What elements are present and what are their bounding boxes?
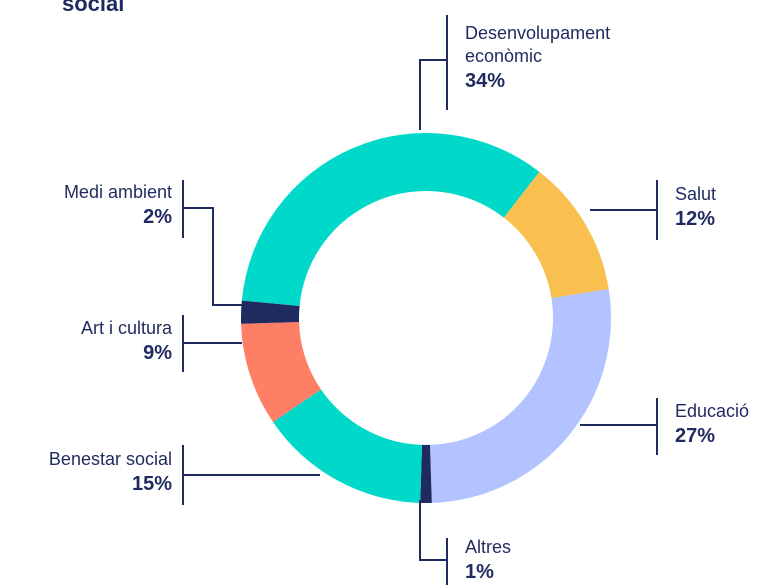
category-label: Altres: [465, 537, 512, 557]
donut-segment: [503, 171, 609, 299]
donut-segment: [241, 300, 300, 324]
slice-label: Benestar social 15%: [2, 448, 172, 497]
value-label: 15%: [131, 473, 172, 495]
leader-line: [183, 207, 245, 306]
slice-label: Altres 1%: [465, 536, 565, 585]
slice-label: Medi ambient 2%: [2, 181, 172, 230]
value-label: 9%: [143, 342, 172, 364]
slice-label: Educació 27%: [675, 400, 774, 449]
category-label: Educació: [675, 401, 750, 421]
leader-line: [419, 500, 447, 561]
category-label: Salut: [675, 184, 717, 204]
donut-segment: [420, 444, 432, 504]
value-label: 1%: [465, 561, 494, 583]
value-label: 27%: [675, 425, 716, 447]
category-label: Benestar social: [48, 449, 172, 469]
donut-segment: [241, 321, 321, 422]
category-label: Art i cultura: [80, 318, 172, 338]
value-label: 2%: [143, 206, 172, 228]
slice-label: Salut 12%: [675, 183, 774, 232]
slice-label: Desenvolupament econòmic 34%: [465, 22, 665, 94]
category-label: Medi ambient: [63, 182, 172, 202]
donut-segment: [429, 289, 611, 503]
value-label: 34%: [465, 70, 506, 92]
slice-label: Art i cultura 9%: [2, 317, 172, 366]
leader-line: [419, 59, 447, 130]
value-label: 12%: [675, 208, 716, 230]
chart-title: social: [62, 0, 125, 16]
donut-segment: [241, 132, 540, 307]
donut-segment: [272, 389, 423, 503]
category-label: Desenvolupament econòmic: [465, 23, 611, 66]
